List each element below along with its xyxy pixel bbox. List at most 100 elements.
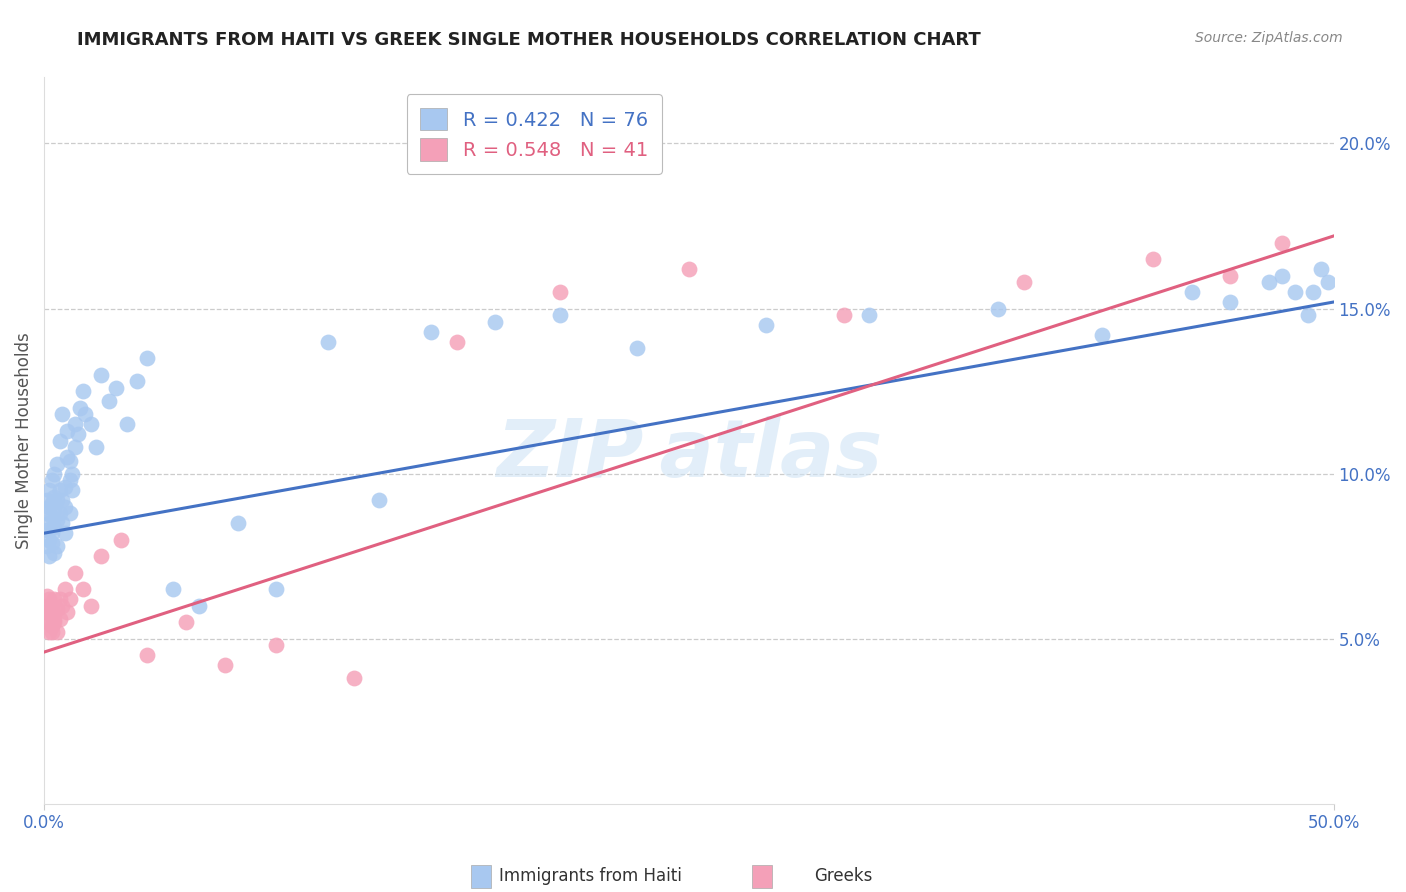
Point [105, 381, 128, 395]
Point [136, 648, 159, 663]
Point [41, 625, 63, 640]
Point [63, 440, 86, 454]
Point [832, 308, 855, 322]
Point [38, 549, 60, 564]
Text: Source: ZipAtlas.com: Source: ZipAtlas.com [1195, 31, 1343, 45]
Point [1181, 285, 1204, 299]
Point [46, 540, 69, 554]
Point [1271, 235, 1294, 250]
Point [38, 606, 60, 620]
Point [35, 507, 58, 521]
Point [214, 658, 236, 673]
Point [53, 582, 76, 597]
Point [59, 507, 82, 521]
Point [48, 483, 70, 498]
Point [548, 285, 571, 299]
Point [44, 612, 66, 626]
Point [51, 493, 73, 508]
Point [46, 493, 69, 508]
Point [56, 450, 79, 465]
Point [44, 503, 66, 517]
Point [1284, 285, 1306, 299]
Point [48, 612, 70, 626]
Point [35, 599, 58, 613]
Point [38, 500, 60, 514]
Point [56, 606, 79, 620]
Point [226, 516, 249, 531]
Point [1012, 275, 1035, 289]
Point [41, 599, 63, 613]
Point [35, 540, 58, 554]
Point [1142, 252, 1164, 266]
Legend: R = 0.422   N = 76, R = 0.548   N = 41: R = 0.422 N = 76, R = 0.548 N = 41 [406, 95, 662, 174]
Point [548, 308, 571, 322]
Text: Immigrants from Haiti: Immigrants from Haiti [499, 867, 682, 885]
Point [420, 325, 443, 339]
Y-axis label: Single Mother Households: Single Mother Households [15, 333, 32, 549]
Point [72, 384, 94, 399]
Point [48, 434, 70, 448]
Point [35, 493, 58, 508]
Text: ZIP atlas: ZIP atlas [496, 417, 882, 494]
Point [41, 618, 63, 632]
Point [1296, 308, 1319, 322]
Point [342, 672, 364, 686]
Point [97, 394, 120, 409]
Point [53, 500, 76, 514]
Point [1302, 285, 1324, 299]
Point [755, 318, 778, 332]
Point [858, 308, 880, 322]
Point [63, 417, 86, 432]
Point [44, 467, 66, 481]
Point [368, 493, 391, 508]
Point [46, 457, 69, 471]
Point [41, 526, 63, 541]
Point [84, 440, 107, 454]
Point [1309, 262, 1331, 277]
Point [90, 549, 112, 564]
Point [484, 315, 506, 329]
Point [1219, 295, 1241, 310]
Point [38, 533, 60, 547]
Point [678, 262, 700, 277]
Point [63, 566, 86, 580]
Point [38, 615, 60, 630]
Point [56, 424, 79, 438]
Point [1317, 275, 1340, 289]
Point [41, 606, 63, 620]
Point [136, 351, 159, 366]
Point [46, 513, 69, 527]
Text: Greeks: Greeks [814, 867, 873, 885]
Point [38, 625, 60, 640]
Point [41, 473, 63, 487]
Point [35, 523, 58, 537]
Point [316, 334, 339, 349]
Point [66, 427, 89, 442]
Point [41, 496, 63, 510]
Point [35, 606, 58, 620]
Point [53, 526, 76, 541]
Point [59, 453, 82, 467]
Point [626, 341, 648, 355]
Point [53, 480, 76, 494]
Point [1090, 328, 1112, 343]
Point [41, 536, 63, 550]
Point [264, 639, 287, 653]
Point [44, 546, 66, 560]
Point [51, 599, 73, 613]
Text: IMMIGRANTS FROM HAITI VS GREEK SINGLE MOTHER HOUSEHOLDS CORRELATION CHART: IMMIGRANTS FROM HAITI VS GREEK SINGLE MO… [77, 31, 981, 49]
Point [48, 507, 70, 521]
Point [44, 615, 66, 630]
Point [35, 589, 58, 603]
Point [44, 592, 66, 607]
Point [987, 301, 1010, 316]
Point [51, 407, 73, 421]
Point [1271, 268, 1294, 283]
Point [46, 625, 69, 640]
Point [59, 592, 82, 607]
Point [1258, 275, 1281, 289]
Point [44, 490, 66, 504]
Point [79, 417, 101, 432]
Point [62, 483, 84, 498]
Point [41, 509, 63, 524]
